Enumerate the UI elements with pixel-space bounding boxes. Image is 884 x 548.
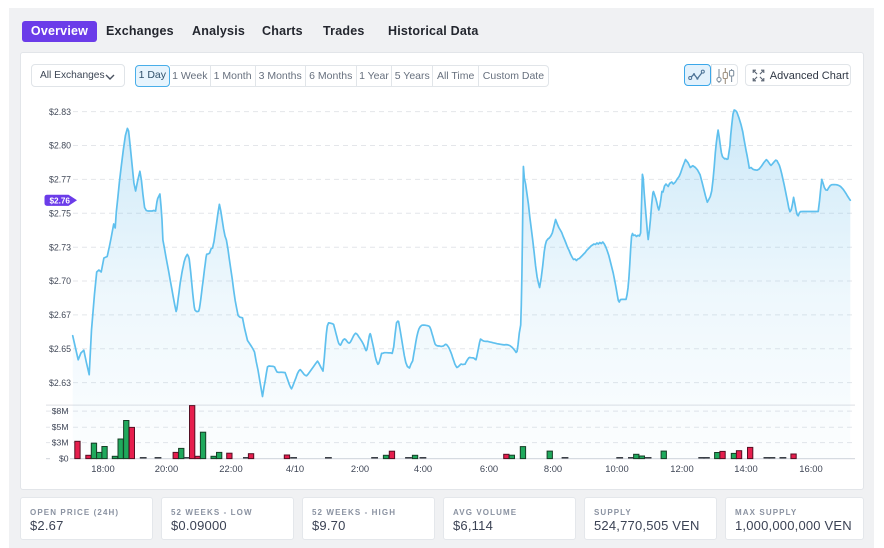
svg-text:$5M: $5M [52,422,69,432]
svg-text:$2.83: $2.83 [49,107,71,117]
svg-text:2:00: 2:00 [351,463,369,474]
svg-text:6:00: 6:00 [480,463,498,474]
svg-text:14:00: 14:00 [734,463,757,474]
svg-text:12:00: 12:00 [670,463,693,474]
svg-text:16:00: 16:00 [799,463,822,474]
svg-text:20:00: 20:00 [155,463,178,474]
svg-text:4/10: 4/10 [286,463,304,474]
svg-text:$2.75: $2.75 [49,209,71,219]
svg-text:8:00: 8:00 [544,463,562,474]
svg-text:$8M: $8M [52,406,69,416]
svg-text:$3M: $3M [52,438,69,448]
svg-text:4:00: 4:00 [414,463,432,474]
svg-text:$0: $0 [59,454,69,464]
svg-text:$2.70: $2.70 [49,276,71,286]
svg-text:$2.77: $2.77 [49,175,71,185]
svg-text:$2.73: $2.73 [49,242,71,252]
svg-text:$2.76: $2.76 [50,197,71,206]
svg-text:$2.63: $2.63 [49,378,71,388]
svg-text:10:00: 10:00 [605,463,628,474]
svg-text:18:00: 18:00 [91,463,114,474]
svg-text:$2.67: $2.67 [49,310,71,320]
svg-text:$2.65: $2.65 [49,344,71,354]
svg-text:22:00: 22:00 [219,463,242,474]
svg-text:$2.80: $2.80 [49,141,71,151]
